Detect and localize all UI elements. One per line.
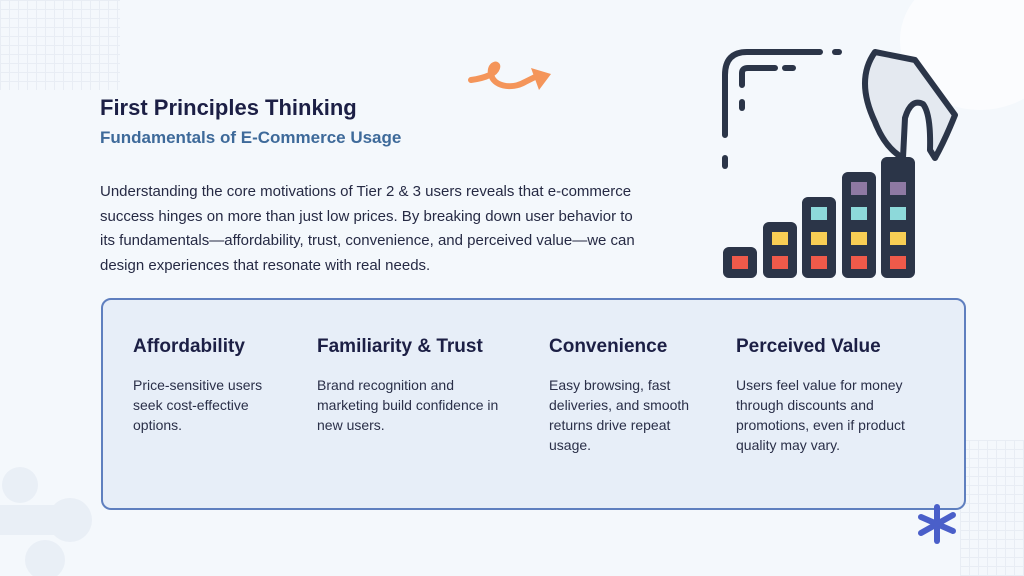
pillar-text: Easy browsing, fast deliveries, and smoo… — [549, 377, 690, 453]
pillar-text: Price-sensitive users seek cost-effectiv… — [133, 377, 263, 433]
squiggle-arrow-icon — [468, 61, 551, 90]
blob-decoration — [0, 467, 92, 576]
asterisk-icon — [918, 504, 956, 544]
pillar-familiarity-trust: Familiarity & Trust Brand recognition an… — [317, 336, 502, 435]
pillar-perceived-value: Perceived Value Users feel value for mon… — [736, 336, 921, 455]
pillar-text: Brand recognition and marketing build co… — [317, 377, 499, 433]
pillar-affordability: Affordability Price-sensitive users seek… — [133, 336, 283, 435]
pillars-card: Affordability Price-sensitive users seek… — [101, 298, 966, 510]
pillar-convenience: Convenience Easy browsing, fast deliveri… — [549, 336, 699, 455]
pillar-text: Users feel value for money through disco… — [736, 377, 905, 453]
pillar-heading: Affordability — [133, 336, 245, 357]
intro-paragraph: Understanding the core motivations of Ti… — [100, 183, 635, 274]
hand-stacking-bars-illustration — [722, 49, 958, 278]
grid-decoration — [0, 0, 120, 90]
grid-decoration — [960, 440, 1024, 576]
page-title: First Principles Thinking — [100, 95, 357, 120]
pillar-heading: Familiarity & Trust — [317, 336, 483, 357]
pillar-heading: Perceived Value — [736, 336, 881, 357]
pillar-heading: Convenience — [549, 336, 668, 357]
page-subtitle: Fundamentals of E-Commerce Usage — [100, 128, 402, 147]
